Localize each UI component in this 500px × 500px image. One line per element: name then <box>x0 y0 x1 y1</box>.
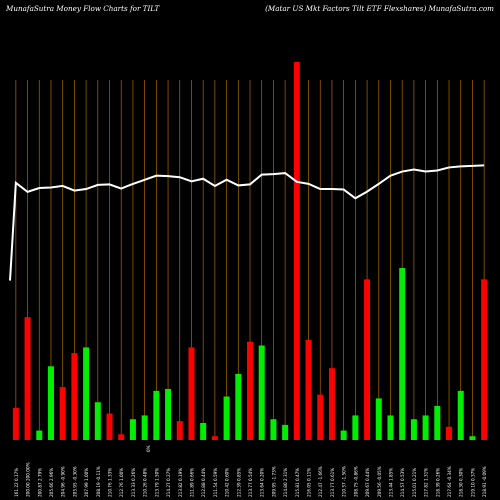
bar <box>305 339 312 440</box>
x-tick-label: 219.10 0.37% <box>470 468 475 497</box>
x-tick-label: 207.99 1.00% <box>84 468 89 497</box>
x-tick-label: 213.64 0.20% <box>260 468 265 497</box>
bar <box>247 341 253 440</box>
bar <box>387 415 394 440</box>
x-tick-label: 217.64 -0.34% <box>447 466 452 497</box>
x-tick-label: 216.05 0.11% <box>307 468 312 497</box>
x-tick-label: 214.80 2.31% <box>283 468 288 497</box>
x-tick-label: 208.75 -0.86% <box>353 466 358 497</box>
x-tick-label: 214.27 0.27% <box>166 468 171 497</box>
bar <box>47 366 54 440</box>
bar <box>24 317 31 440</box>
x-tick-label: 212.47 -1.66% <box>318 466 323 497</box>
x-tick-label: 213.77 0.54% <box>248 468 253 497</box>
x-tick-label: 213.79 1.50% <box>154 468 159 497</box>
x-tick-label: 214.57 0.53% <box>400 468 405 497</box>
x-tick-label: 213.82 0.19% <box>178 468 183 497</box>
bar <box>258 345 265 440</box>
x-tick-labels: 161.22 0.17% 200.00 200.00% 200.87 2.79% 20… <box>14 445 487 497</box>
x-tick-label: 208.19 -0.11% <box>96 466 101 497</box>
x-tick-label: 211.54 0.59% <box>213 468 218 497</box>
bar <box>446 426 453 440</box>
bar <box>59 387 66 440</box>
bar <box>375 398 382 440</box>
bar <box>422 415 429 440</box>
bar <box>328 368 335 440</box>
x-tick-label: 218.30 0.30% <box>459 468 464 497</box>
bar <box>211 436 218 440</box>
x-tick-label: 215.01 0.21% <box>412 468 417 497</box>
bar <box>165 388 172 440</box>
x-tick-label: 200.00 200.00% <box>26 462 31 497</box>
bar <box>118 434 125 440</box>
bar <box>36 430 43 440</box>
bar <box>469 436 476 440</box>
bar <box>270 419 277 440</box>
x-tick-label: 213.44 1.85% <box>388 468 393 497</box>
bar <box>129 419 136 440</box>
bar <box>200 422 207 440</box>
bar <box>153 390 160 440</box>
bar <box>293 62 300 440</box>
x-tick-label: 210.57 -1.50% <box>342 466 347 497</box>
bar <box>282 424 289 440</box>
x-tick-label: 218.91 -0.09% <box>482 466 487 497</box>
bar <box>235 373 242 440</box>
x-tick-label: 213.77 0.61% <box>330 468 335 497</box>
chart-title-right: (Matar US Mkt Factors Tilt ETF Flexshare… <box>265 4 494 13</box>
bar <box>434 405 441 440</box>
x-tick-label: 217.82 1.31% <box>424 468 429 497</box>
x-tick-label: 209.67 0.44% <box>365 468 370 497</box>
price-line-group <box>9 164 485 281</box>
x-tick-label: 209.95 -1.73% <box>271 466 276 497</box>
gridlines <box>15 80 485 440</box>
x-tick-label: 212.88 0.44% <box>201 468 206 497</box>
bar <box>94 402 101 440</box>
price-line <box>9 164 485 281</box>
x-tick-label: 205.95 -0.30% <box>72 466 77 497</box>
x-tick-label: 212.39 0.85% <box>236 468 241 497</box>
bars-group <box>12 62 488 440</box>
x-tick-label: 210.26 0.48% <box>143 468 148 497</box>
x-tick-label: 204.96 -0.90% <box>61 466 66 497</box>
bar <box>352 415 359 440</box>
x-tick-label: 210.42 0.60% <box>225 468 230 497</box>
bar <box>188 347 195 440</box>
bar <box>364 279 371 440</box>
x-tick-label: 218.39 0.26% <box>435 468 440 497</box>
bar <box>223 396 230 440</box>
bar <box>340 430 347 440</box>
x-tick-label: 210.76 1.33% <box>108 468 113 497</box>
x-tick-label: 215.81 0.47% <box>295 468 300 497</box>
x-tick-label: 211.89 0.66% <box>189 468 194 497</box>
bar <box>176 421 183 440</box>
bar <box>12 407 19 440</box>
bar <box>106 413 113 440</box>
bar <box>141 415 148 440</box>
x-tick-label: 200.87 2.79% <box>37 468 42 497</box>
bar <box>71 353 78 440</box>
x-mid-label: 0% <box>146 445 151 452</box>
x-tick-label: 212.76 1.00% <box>119 468 124 497</box>
bar <box>457 390 464 440</box>
chart-title-left: MunafaSutra Money Flow Charts for TILT <box>6 4 160 13</box>
bar <box>399 268 406 440</box>
bar <box>83 347 90 440</box>
x-tick-label: 161.22 0.17% <box>14 468 19 497</box>
x-tick-label: 205.66 2.96% <box>49 468 54 497</box>
x-tick-label: 213.33 0.26% <box>131 468 136 497</box>
x-tick-label: 209.56 -0.05% <box>377 466 382 497</box>
bar <box>410 419 417 440</box>
bar <box>481 279 488 440</box>
bar <box>317 394 324 440</box>
